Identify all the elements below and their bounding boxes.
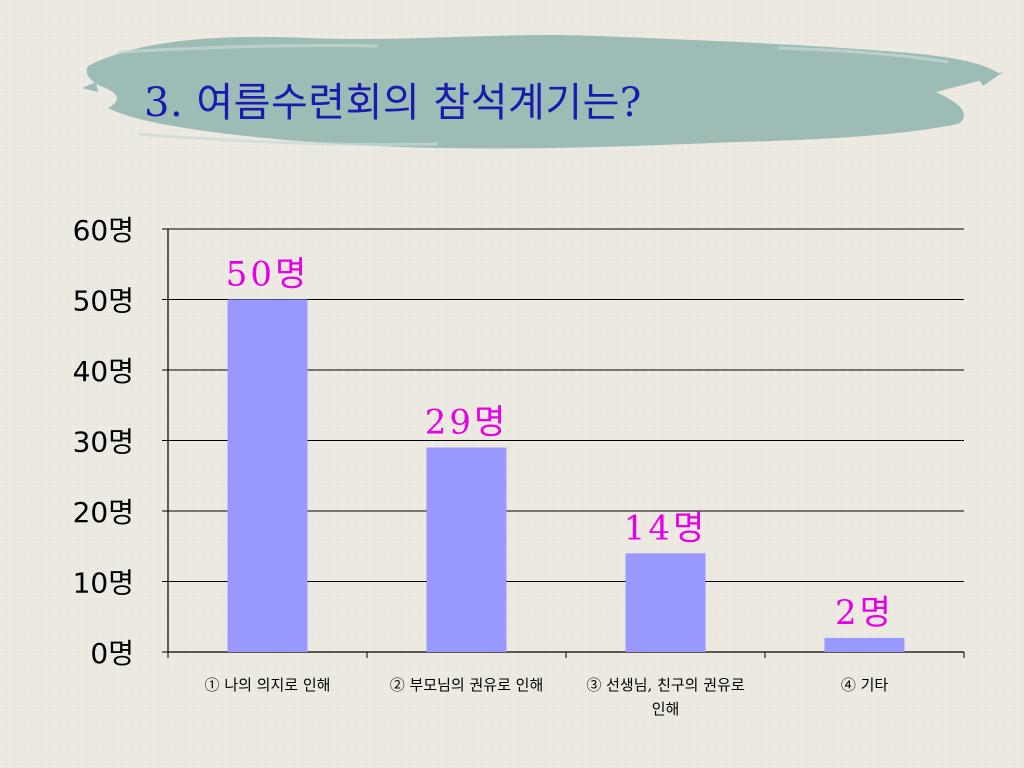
y-tick-label: 0명 xyxy=(90,637,134,670)
category-label: ④ 기타 xyxy=(841,676,889,694)
y-tick-label: 20명 xyxy=(73,496,134,529)
category-label: ② 부모님의 권유로 인해 xyxy=(390,676,544,694)
category-label: ① 나의 의지로 인해 xyxy=(205,676,331,694)
data-label: 29명 xyxy=(425,403,509,443)
data-label: 14명 xyxy=(624,508,708,548)
brush-stroke-banner xyxy=(82,35,1003,149)
y-tick-label: 10명 xyxy=(73,567,134,600)
y-tick-label: 50명 xyxy=(73,285,134,318)
category-label: ③ 선생님, 친구의 권유로 xyxy=(586,676,744,694)
y-tick-label: 40명 xyxy=(73,355,134,388)
bar xyxy=(426,447,507,652)
y-tick-label: 30명 xyxy=(73,426,134,459)
data-label: 50명 xyxy=(226,255,310,295)
bar xyxy=(625,553,706,652)
category-label: 인해 xyxy=(652,700,680,718)
data-label: 2명 xyxy=(835,593,894,633)
slide-title: 3. 여름수련회의 참석계기는? xyxy=(144,80,642,126)
y-tick-label: 60명 xyxy=(73,214,134,247)
bar xyxy=(227,299,308,652)
bar xyxy=(824,637,905,652)
